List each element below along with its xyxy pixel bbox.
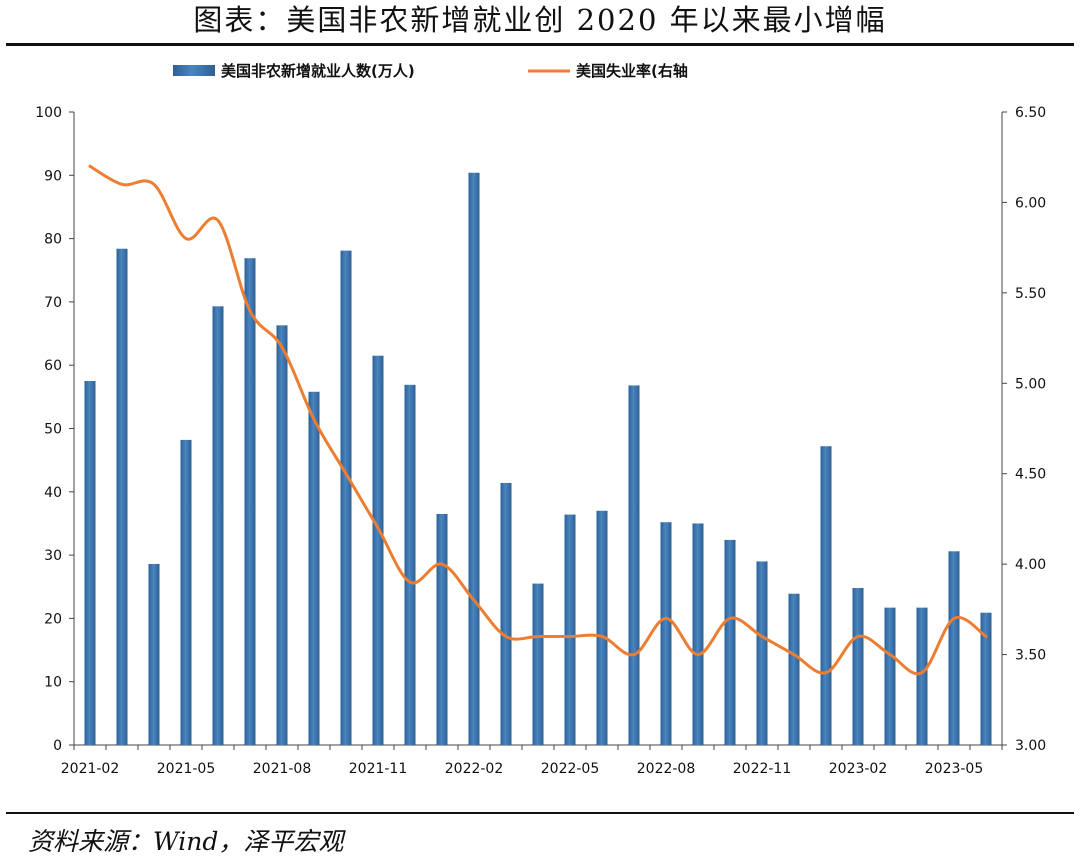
y-right-tick-label: 4.00 bbox=[1015, 557, 1046, 573]
y-right-tick-label: 3.50 bbox=[1015, 648, 1046, 664]
chart-title: 图表：美国非农新增就业创 2020 年以来最小增幅 bbox=[193, 3, 887, 37]
y-left-tick-label: 50 bbox=[44, 422, 62, 438]
legend-bar-label: 美国非农新增就业人数(万人) bbox=[221, 62, 415, 80]
y-right-tick-label: 4.50 bbox=[1015, 467, 1046, 483]
bar bbox=[692, 523, 704, 745]
bar bbox=[84, 381, 96, 745]
y-left-tick-label: 80 bbox=[44, 232, 62, 248]
bar bbox=[980, 612, 992, 745]
x-tick-label: 2021-05 bbox=[157, 761, 216, 777]
bar bbox=[660, 522, 672, 745]
y-left-tick-label: 20 bbox=[44, 611, 62, 627]
x-tick-label: 2021-11 bbox=[349, 761, 408, 777]
bar bbox=[372, 355, 384, 745]
x-tick-label: 2023-02 bbox=[829, 761, 888, 777]
bar bbox=[820, 446, 832, 745]
x-tick-label: 2023-05 bbox=[925, 761, 984, 777]
bar bbox=[180, 439, 192, 745]
x-tick-label: 2022-11 bbox=[733, 761, 792, 777]
bar bbox=[212, 306, 224, 745]
unemployment-line bbox=[88, 164, 988, 676]
bar bbox=[852, 588, 864, 745]
bar bbox=[148, 563, 160, 745]
y-left-tick-label: 0 bbox=[53, 738, 62, 754]
x-tick-label: 2021-02 bbox=[61, 761, 120, 777]
y-right-tick-label: 6.50 bbox=[1015, 105, 1046, 121]
y-left-tick-label: 60 bbox=[44, 358, 62, 374]
y-left-tick-label: 100 bbox=[35, 105, 62, 121]
bar bbox=[532, 583, 544, 745]
bar bbox=[564, 514, 576, 745]
y-left-tick-label: 30 bbox=[44, 548, 62, 564]
legend-bar-swatch bbox=[173, 65, 215, 76]
y-left-tick-label: 10 bbox=[44, 675, 62, 691]
bar bbox=[276, 325, 288, 745]
y-right-tick-label: 5.50 bbox=[1015, 286, 1046, 302]
legend-line-label: 美国失业率(右轴 bbox=[576, 62, 688, 80]
bar bbox=[948, 551, 960, 745]
x-tick-label: 2022-08 bbox=[637, 761, 696, 777]
x-tick-label: 2021-08 bbox=[253, 761, 312, 777]
source-note: 资料来源：Wind，泽平宏观 bbox=[28, 827, 344, 856]
bar bbox=[404, 384, 416, 745]
bar bbox=[756, 561, 768, 745]
bar bbox=[596, 510, 608, 745]
bar bbox=[308, 391, 320, 745]
bar bbox=[116, 248, 128, 745]
y-right-tick-label: 5.00 bbox=[1015, 376, 1046, 392]
bottom-rule bbox=[6, 812, 1074, 814]
bar bbox=[628, 385, 640, 745]
bar bbox=[468, 172, 480, 745]
bar bbox=[244, 258, 256, 745]
x-tick-label: 2022-05 bbox=[541, 761, 600, 777]
top-rule bbox=[6, 43, 1074, 46]
bar bbox=[500, 482, 512, 745]
bar bbox=[340, 250, 352, 745]
bar bbox=[916, 607, 928, 745]
combo-chart: 0 10 20 30 40 50 60 70 80 90 100 3.00 3.50 4.00 4.50 5.… bbox=[35, 62, 1046, 777]
bar bbox=[436, 513, 448, 745]
y-left-tick-label: 70 bbox=[44, 295, 62, 311]
bar bbox=[724, 539, 736, 745]
bar bbox=[788, 593, 800, 745]
y-left-tick-label: 90 bbox=[44, 168, 62, 184]
x-tick-label: 2022-02 bbox=[445, 761, 504, 777]
y-right-tick-label: 6.00 bbox=[1015, 195, 1046, 211]
y-right-tick-label: 3.00 bbox=[1015, 738, 1046, 754]
y-left-tick-label: 40 bbox=[44, 485, 62, 501]
bar bbox=[884, 607, 896, 745]
